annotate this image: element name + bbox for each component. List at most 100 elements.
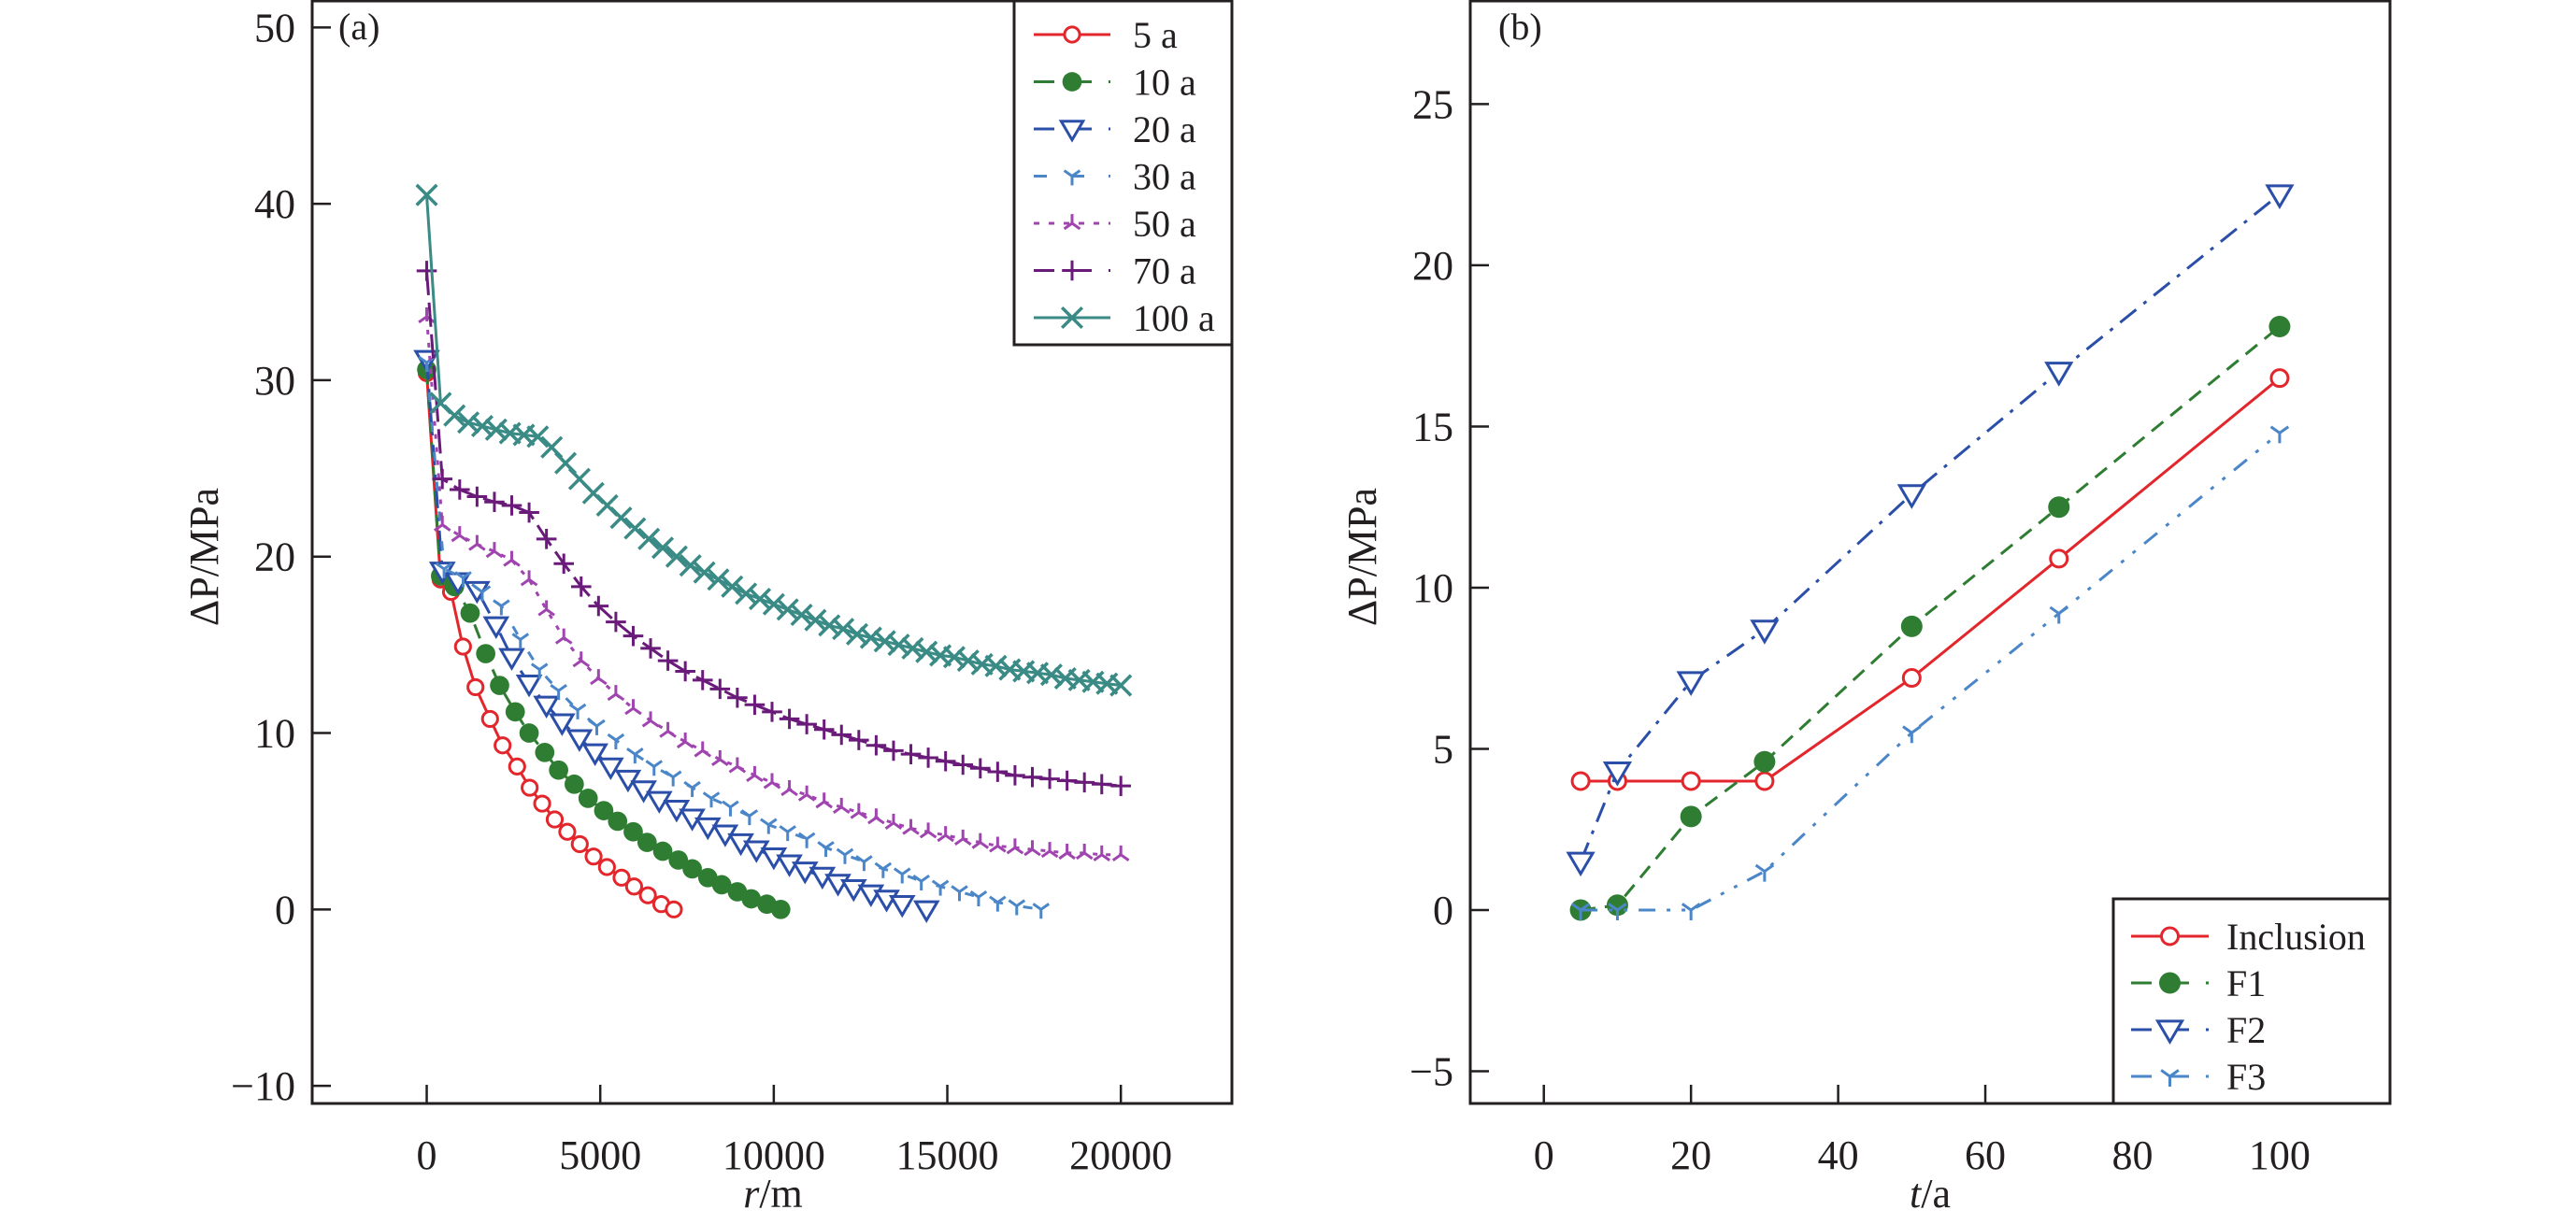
data-point: [415, 183, 438, 206]
x-tick-label: 5000: [559, 1132, 641, 1178]
data-point: [623, 517, 647, 540]
data-point: [470, 414, 494, 438]
data-point: [1900, 615, 1923, 637]
data-point: [987, 761, 1009, 782]
data-point: [693, 561, 716, 584]
y-tick-label: 30: [254, 358, 295, 404]
data-point: [937, 826, 954, 843]
panel-b-ylabel: ΔP/MPa: [1339, 488, 1385, 626]
data-point: [466, 677, 485, 697]
y-tick-label: 0: [275, 887, 295, 932]
data-point: [762, 592, 785, 616]
data-point: [722, 800, 739, 817]
data-point: [597, 858, 616, 876]
panel-a-frame: [310, 0, 1234, 1105]
data-point: [665, 545, 688, 568]
data-point: [1032, 903, 1051, 919]
panel-b-label: (b): [1498, 6, 1542, 48]
data-point: [533, 794, 551, 813]
x-tick-label: 0: [1534, 1132, 1554, 1178]
data-point: [682, 859, 702, 879]
data-point: [709, 678, 731, 700]
legend-label: 70 a: [1133, 250, 1196, 292]
data-point: [468, 534, 486, 551]
data-point: [460, 603, 480, 623]
data-point: [1608, 903, 1627, 920]
legend-marker: [2154, 1019, 2185, 1045]
data-point: [590, 669, 608, 686]
data-point: [776, 598, 799, 621]
data-point: [873, 630, 896, 653]
data-point: [866, 734, 887, 756]
data-point: [969, 758, 991, 779]
data-point: [1570, 771, 1591, 791]
data-point: [888, 894, 916, 918]
data-point: [511, 633, 530, 649]
legend-marker: [2159, 972, 2181, 994]
data-point: [742, 840, 770, 863]
data-point: [637, 833, 657, 852]
data-point: [893, 867, 911, 884]
data-point: [1676, 671, 1706, 696]
x-tick-label: 80: [2111, 1132, 2153, 1178]
data-point: [664, 770, 682, 787]
data-point: [884, 813, 903, 830]
data-point: [432, 468, 453, 490]
data-point: [1039, 663, 1063, 687]
data-point: [2265, 184, 2295, 209]
data-point: [1902, 725, 1922, 744]
data-point: [1109, 674, 1133, 697]
data-point: [588, 595, 609, 617]
data-point: [831, 724, 852, 746]
data-point: [1006, 838, 1024, 855]
legend-marker: [2160, 926, 2180, 946]
y-tick-label: 40: [254, 181, 295, 227]
data-point: [1110, 776, 1131, 796]
data-point: [473, 585, 492, 602]
legend-label: 100 a: [1133, 297, 1215, 339]
legend-item: F1: [2131, 962, 2266, 1004]
data-point: [554, 628, 573, 645]
data-point: [956, 649, 980, 673]
y-tick-label: 5: [1433, 726, 1453, 772]
data-point: [623, 625, 644, 647]
data-point: [505, 702, 525, 722]
data-point: [450, 479, 470, 500]
data-point: [748, 587, 772, 611]
x-tick-label: 0: [417, 1132, 437, 1178]
legend-marker: [2160, 1069, 2180, 1087]
data-point: [597, 757, 624, 781]
data-point: [484, 418, 508, 441]
data-point: [545, 810, 565, 829]
data-point: [1566, 851, 1596, 877]
data-point: [485, 542, 504, 559]
data-point: [638, 886, 657, 904]
data-point: [796, 714, 817, 734]
data-point: [969, 890, 988, 907]
legend-marker: [1062, 260, 1082, 281]
data-point: [558, 822, 577, 841]
data-point: [1681, 903, 1701, 920]
y-tick-label: 25: [1412, 81, 1453, 127]
data-point: [951, 885, 968, 902]
x-tick-label: 100: [2249, 1132, 2311, 1178]
panel-a-label: (a): [338, 6, 379, 48]
data-point: [740, 809, 759, 826]
data-point: [694, 741, 712, 758]
data-point: [694, 817, 722, 841]
y-tick-label: 20: [1412, 243, 1453, 289]
x-tick-label: 20: [1670, 1132, 1711, 1178]
data-point: [817, 841, 835, 858]
data-point: [645, 760, 664, 776]
series-100-a: [415, 183, 1133, 697]
x-tick-label: 40: [1818, 1132, 1859, 1178]
data-point: [728, 757, 747, 774]
data-point: [915, 640, 938, 663]
data-point: [494, 736, 512, 755]
legend-item: 10 a: [1034, 62, 1196, 104]
data-point: [564, 774, 584, 794]
series-line: [425, 316, 1122, 857]
data-point: [476, 644, 496, 663]
data-point: [804, 608, 827, 632]
